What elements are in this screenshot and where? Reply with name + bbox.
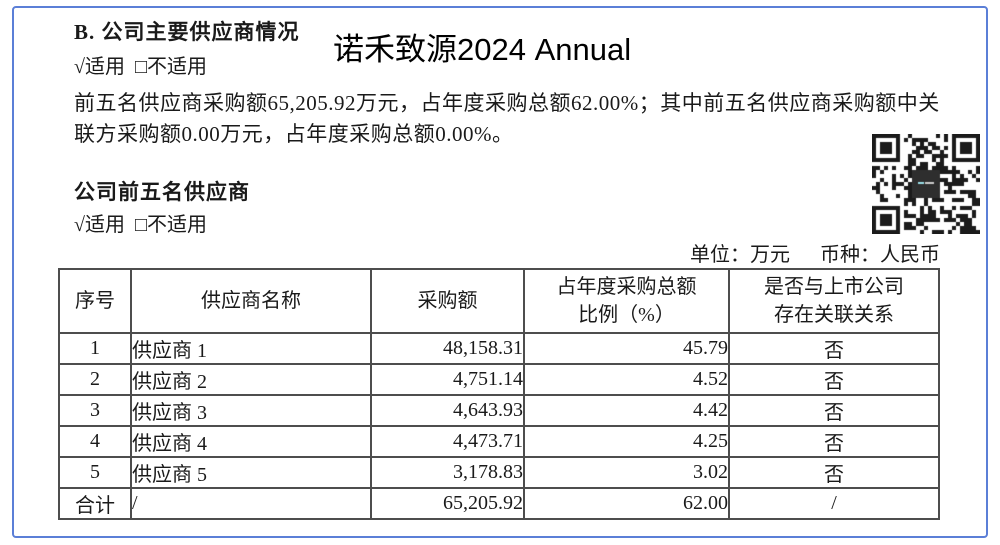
table-cell: 供应商 5 (130, 456, 372, 489)
table-row: 3 供应商 3 4,643.93 4.42 否 (58, 394, 940, 427)
table-row: 4 供应商 4 4,473.71 4.25 否 (58, 425, 940, 458)
table-cell: 62.00 (523, 487, 730, 520)
table-cell: 1 (58, 332, 132, 365)
section-title: B. 公司主要供应商情况 (74, 20, 300, 44)
table-cell: 4,473.71 (370, 425, 525, 458)
header-cell: 是否与上市公司 存在关联关系 (728, 268, 940, 334)
header-cell: 采购额 (370, 268, 525, 334)
table-cell: 3.02 (523, 456, 730, 489)
table-header-row: 序号 供应商名称 采购额 占年度采购总额 比例（%） 是否与上市公司 存在关联关系 (58, 268, 940, 334)
header-cell: 占年度采购总额 比例（%） (523, 268, 730, 334)
table-cell: 2 (58, 363, 132, 396)
table-cell: / (130, 487, 372, 520)
unit-currency-line: 单位：万元 币种：人民币 (558, 238, 940, 267)
table-cell: 65,205.92 (370, 487, 525, 520)
table-cell: 否 (728, 363, 940, 396)
table-cell: 否 (728, 394, 940, 427)
table-cell: 4.42 (523, 394, 730, 427)
table-cell: 4.25 (523, 425, 730, 458)
applicable-check-line-2: √适用 □不适用 (74, 214, 208, 236)
qr-code-icon (872, 134, 980, 234)
table-cell: 供应商 4 (130, 425, 372, 458)
table-row: 合计/65,205.92 62.00/ (58, 487, 940, 520)
table-cell: 5 (58, 456, 132, 489)
watermark-title: 诺禾致源2024 Annual (333, 32, 632, 67)
table-cell: 3,178.83 (370, 456, 525, 489)
table-cell: / (728, 487, 940, 520)
subsection-title: 公司前五名供应商 (74, 180, 250, 204)
table-cell: 供应商 3 (130, 394, 372, 427)
suppliers-summary-paragraph: 前五名供应商采购额65,205.92万元，占年度采购总额62.00%；其中前五名… (74, 91, 940, 146)
table-cell: 否 (728, 332, 940, 365)
table-cell: 4,751.14 (370, 363, 525, 396)
header-cell: 供应商名称 (130, 268, 372, 334)
header-cell: 序号 (58, 268, 132, 334)
table-cell: 3 (58, 394, 132, 427)
table-cell: 供应商 2 (130, 363, 372, 396)
table-cell: 否 (728, 456, 940, 489)
table-cell: 45.79 (523, 332, 730, 365)
table-row: 5 供应商 5 3,178.83 3.02 否 (58, 456, 940, 489)
table-cell: 供应商 1 (130, 332, 372, 365)
table-row: 2 供应商 2 4,751.14 4.52 否 (58, 363, 940, 396)
table-cell: 合计 (58, 487, 132, 520)
table-cell: 4 (58, 425, 132, 458)
table-cell: 4.52 (523, 363, 730, 396)
table-cell: 48,158.31 (370, 332, 525, 365)
table-cell: 否 (728, 425, 940, 458)
currency-label: 币种：人民币 (820, 244, 940, 266)
table-row: 1 供应商 1 48,158.31 45.79 否 (58, 332, 940, 365)
table-cell: 4,643.93 (370, 394, 525, 427)
applicable-check-line: √适用 □不适用 (74, 56, 208, 78)
unit-label: 单位：万元 (690, 244, 790, 266)
